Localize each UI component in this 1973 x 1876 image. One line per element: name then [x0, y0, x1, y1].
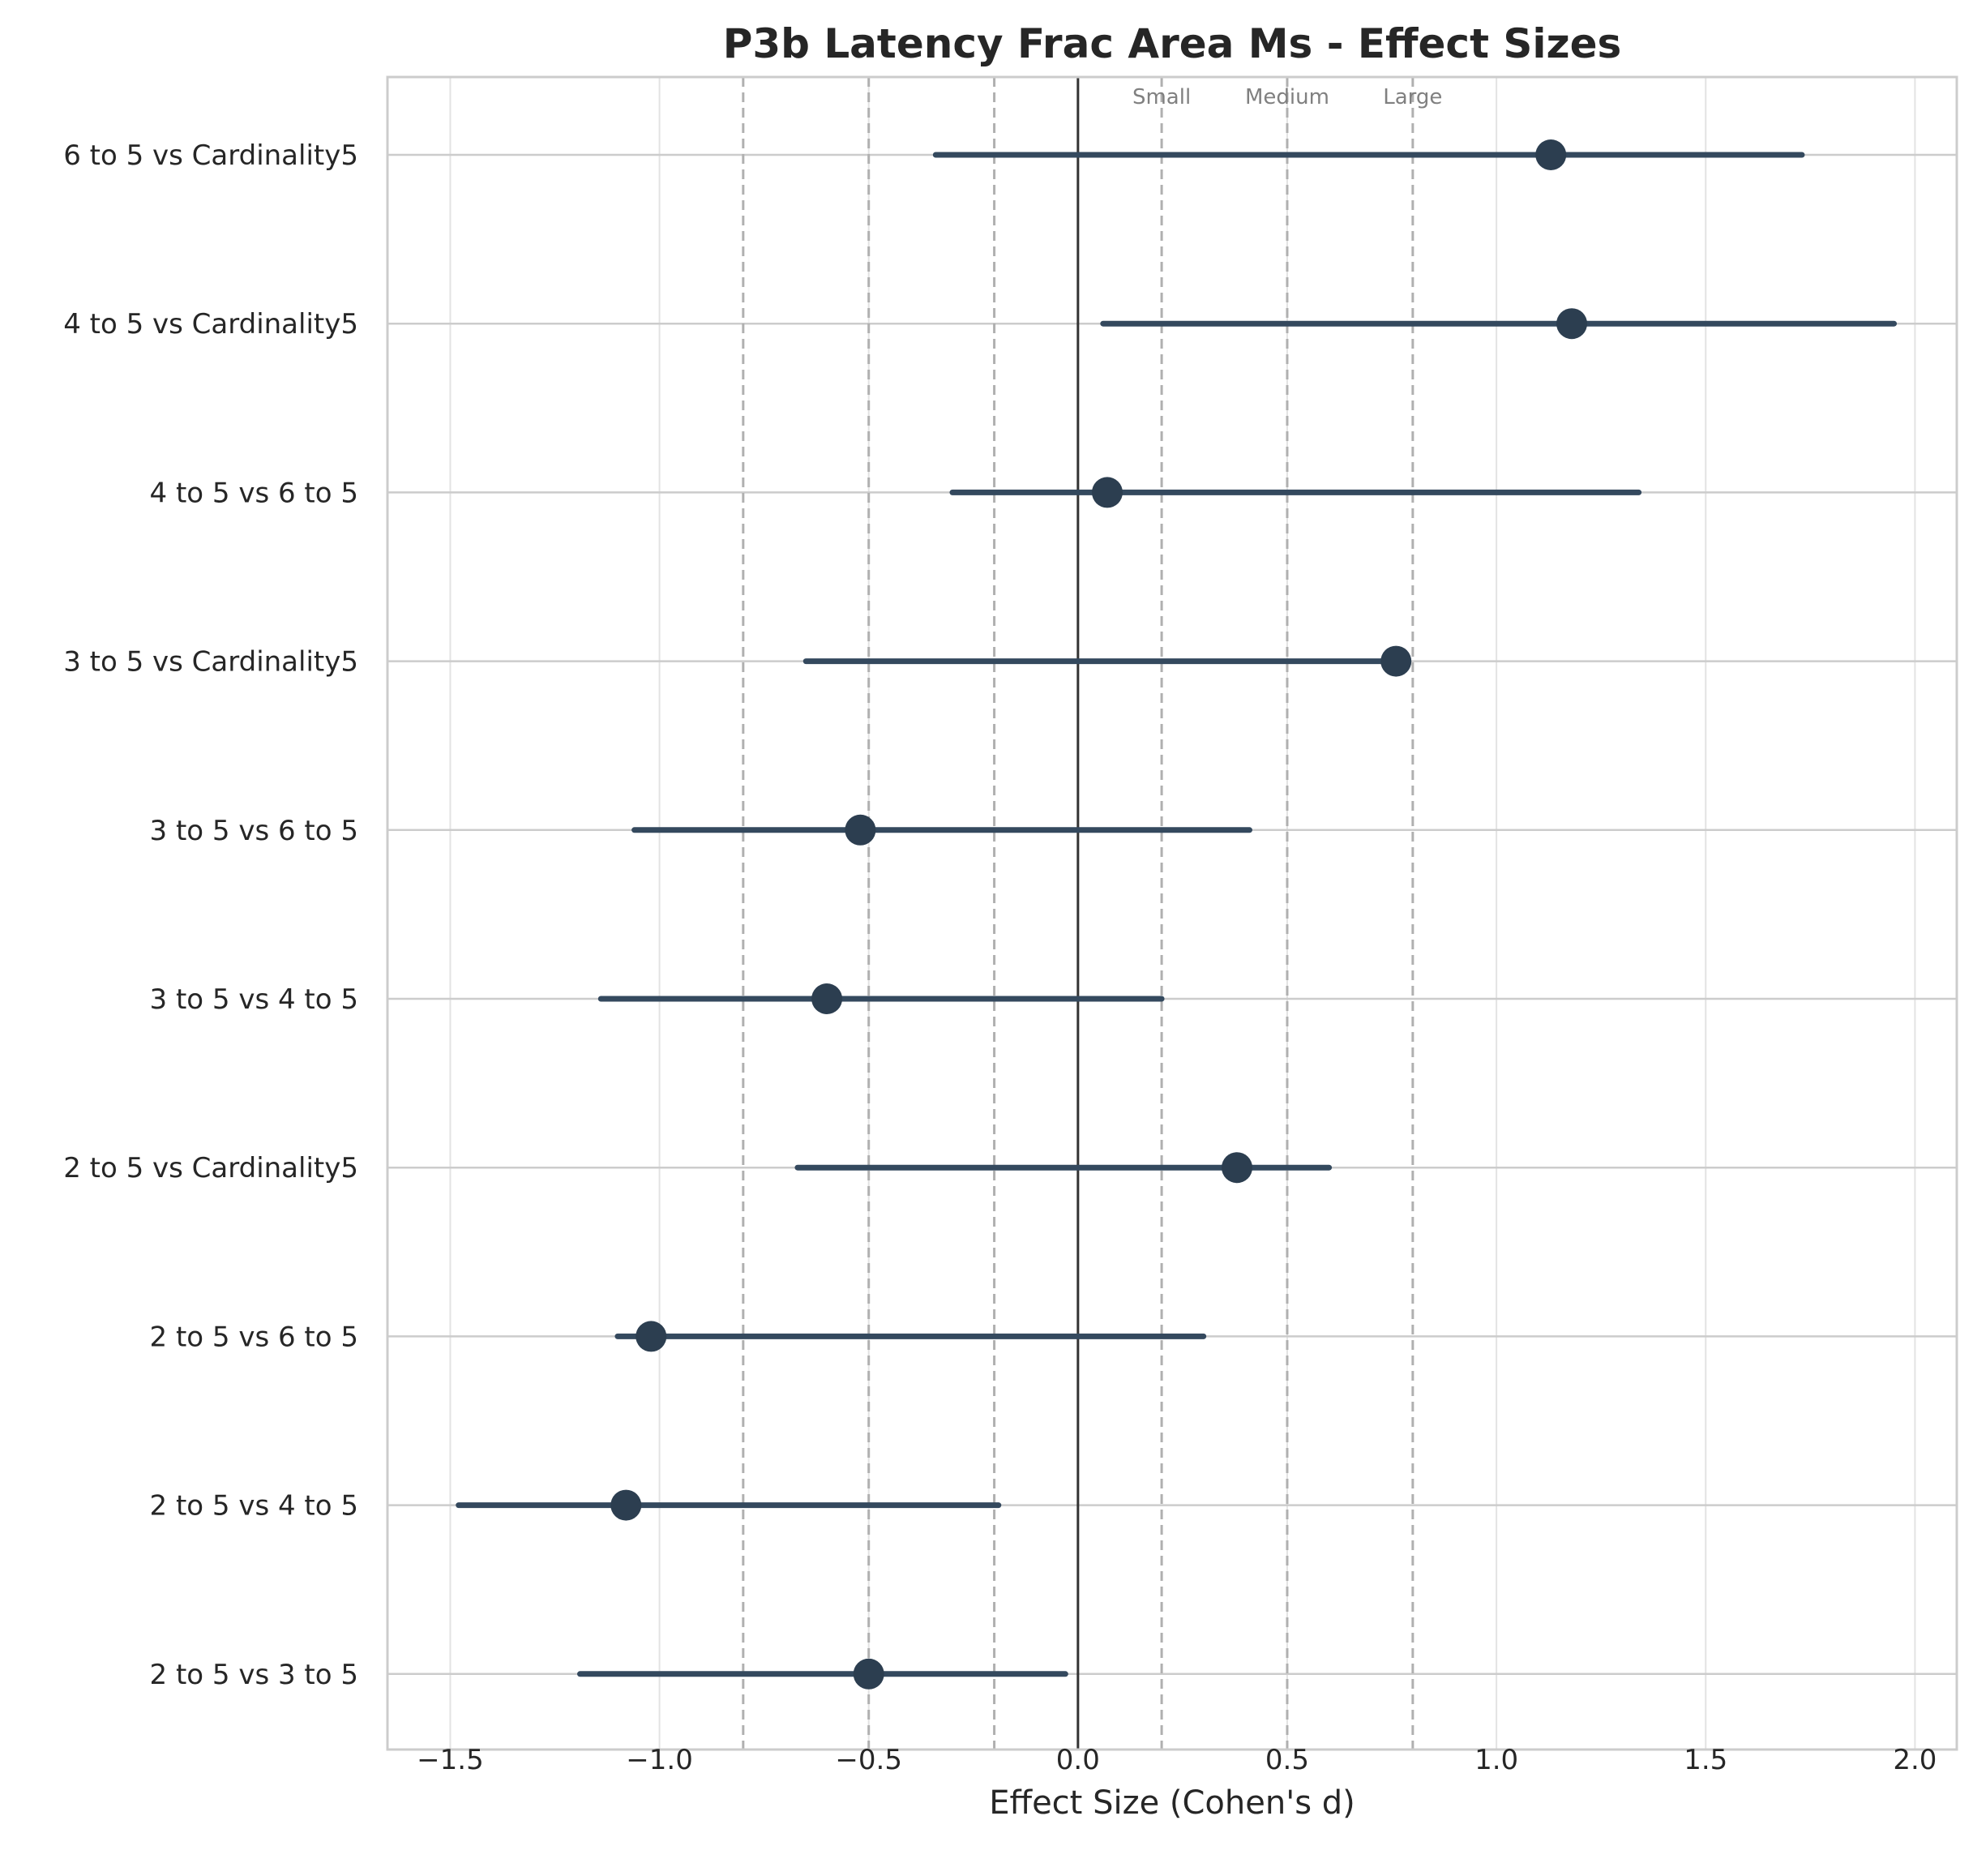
y-tick-label: 4 to 5 vs 6 to 5: [150, 477, 358, 509]
x-tick-label: 1.5: [1684, 1744, 1727, 1776]
effect-point: [1535, 139, 1567, 170]
effect-point: [636, 1321, 667, 1352]
effect-point: [1091, 477, 1123, 508]
x-axis-label: Effect Size (Cohen's d): [989, 1784, 1355, 1822]
effect-point: [853, 1658, 884, 1690]
chart-title: P3b Latency Frac Area Ms - Effect Sizes: [723, 20, 1622, 67]
y-tick-label: 2 to 5 vs 4 to 5: [150, 1490, 358, 1523]
effect-points: [610, 139, 1588, 1690]
x-tick-label: 0.5: [1265, 1744, 1309, 1776]
effect-point: [610, 1489, 642, 1521]
reference-label: Small: [1132, 85, 1191, 109]
effect-point: [811, 983, 843, 1014]
effect-point: [845, 814, 876, 846]
x-tick-label: −1.0: [626, 1744, 693, 1776]
y-tick-label: 3 to 5 vs 4 to 5: [150, 983, 358, 1016]
x-tick-label: 2.0: [1893, 1744, 1937, 1776]
x-tick-label: −0.5: [835, 1744, 902, 1776]
y-tick-label: 2 to 5 vs 6 to 5: [150, 1321, 358, 1353]
reference-label: Large: [1383, 85, 1442, 109]
plot-background: [387, 77, 1957, 1750]
x-tick-labels: −1.5 −1.0 −0.5 0.0 0.5 1.0 1.5 2.0: [417, 1744, 1937, 1776]
effect-point: [1556, 308, 1588, 340]
reference-label: Medium: [1245, 85, 1329, 109]
y-tick-label: 4 to 5 vs Cardinality5: [63, 308, 358, 341]
y-tick-label: 2 to 5 vs 3 to 5: [150, 1659, 358, 1691]
effect-point: [1222, 1152, 1253, 1184]
y-tick-labels: 6 to 5 vs Cardinality5 4 to 5 vs Cardinal…: [63, 139, 358, 1691]
reference-lines: [742, 77, 1414, 1750]
y-tick-label: 3 to 5 vs Cardinality5: [63, 646, 358, 679]
y-tick-label: 6 to 5 vs Cardinality5: [63, 139, 358, 172]
y-tick-label: 2 to 5 vs Cardinality5: [63, 1152, 358, 1184]
confidence-intervals: [456, 152, 1898, 1677]
reference-labels: Small Medium Large: [1132, 85, 1442, 109]
x-tick-label: 1.0: [1474, 1744, 1518, 1776]
x-tick-label: −1.5: [417, 1744, 484, 1776]
plot-frame: [386, 75, 1958, 1751]
effect-point: [1380, 645, 1412, 677]
x-tick-label: 0.0: [1056, 1744, 1100, 1776]
y-tick-label: 3 to 5 vs 6 to 5: [150, 815, 358, 847]
